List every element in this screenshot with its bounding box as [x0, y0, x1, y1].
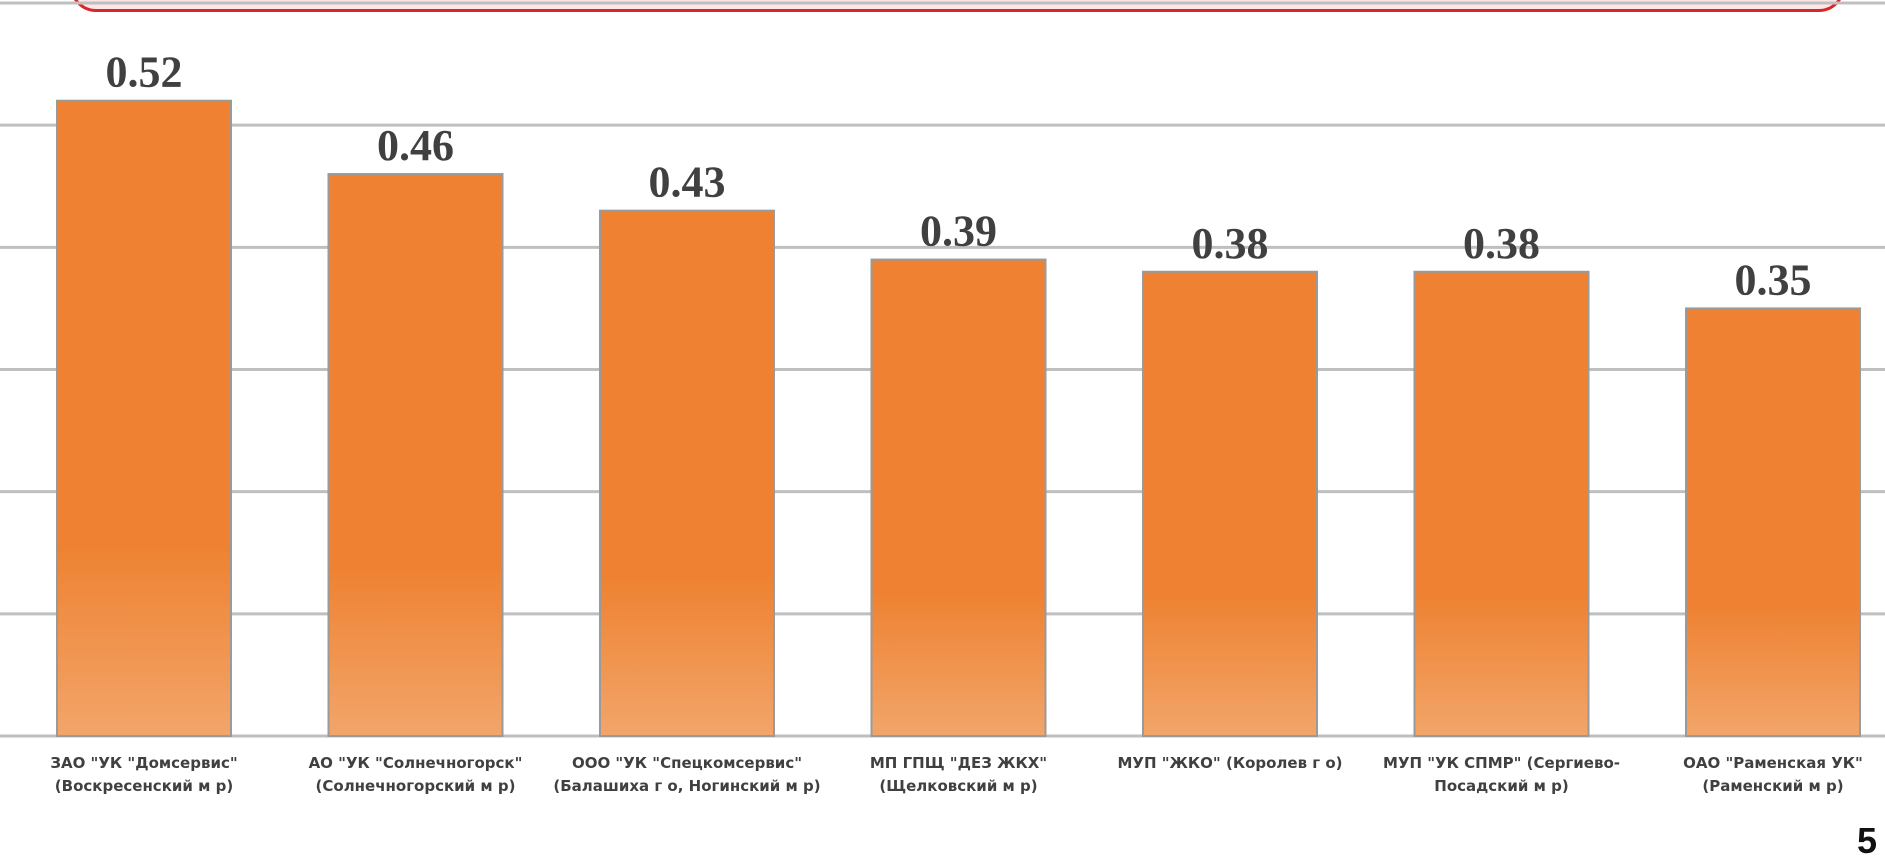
- bar-3: [599, 209, 775, 737]
- slide-number: 5: [1856, 820, 1877, 861]
- value-label-1: 0.52: [106, 48, 183, 97]
- category-label-5: МУП "ЖКО" (Королев г о): [1117, 754, 1343, 772]
- bar-6: [1413, 270, 1590, 737]
- category-label-6: МУП "УК СПМР" (Сергиево-Посадский м р): [1383, 754, 1620, 796]
- bar-1: [56, 99, 232, 737]
- bar-2: [327, 173, 504, 738]
- category-label-1: ЗАО "УК "Домсервис" (Воскресенский м р): [50, 754, 238, 796]
- value-label-3: 0.43: [649, 158, 726, 207]
- bar-5: [1142, 270, 1318, 737]
- category-label-2: АО "УК "Солнечногорск" (Солнечногорский …: [308, 754, 523, 796]
- value-label-2: 0.46: [377, 121, 454, 170]
- category-label-7: ОАО "Раменская УК" (Раменский м р): [1683, 754, 1863, 796]
- bar-7: [1685, 307, 1861, 737]
- value-label-4: 0.39: [920, 207, 997, 256]
- value-label-5: 0.38: [1192, 219, 1269, 268]
- category-label-4: МП ГПЩ "ДЕЗ ЖКХ" (Щелковский м р): [869, 754, 1048, 796]
- value-label-7: 0.35: [1735, 255, 1812, 304]
- value-label-6: 0.38: [1463, 219, 1540, 268]
- category-label-3: ООО "УК "Спецкомсервис" (Балашиха г о, Н…: [553, 754, 821, 796]
- bar-4: [870, 258, 1047, 737]
